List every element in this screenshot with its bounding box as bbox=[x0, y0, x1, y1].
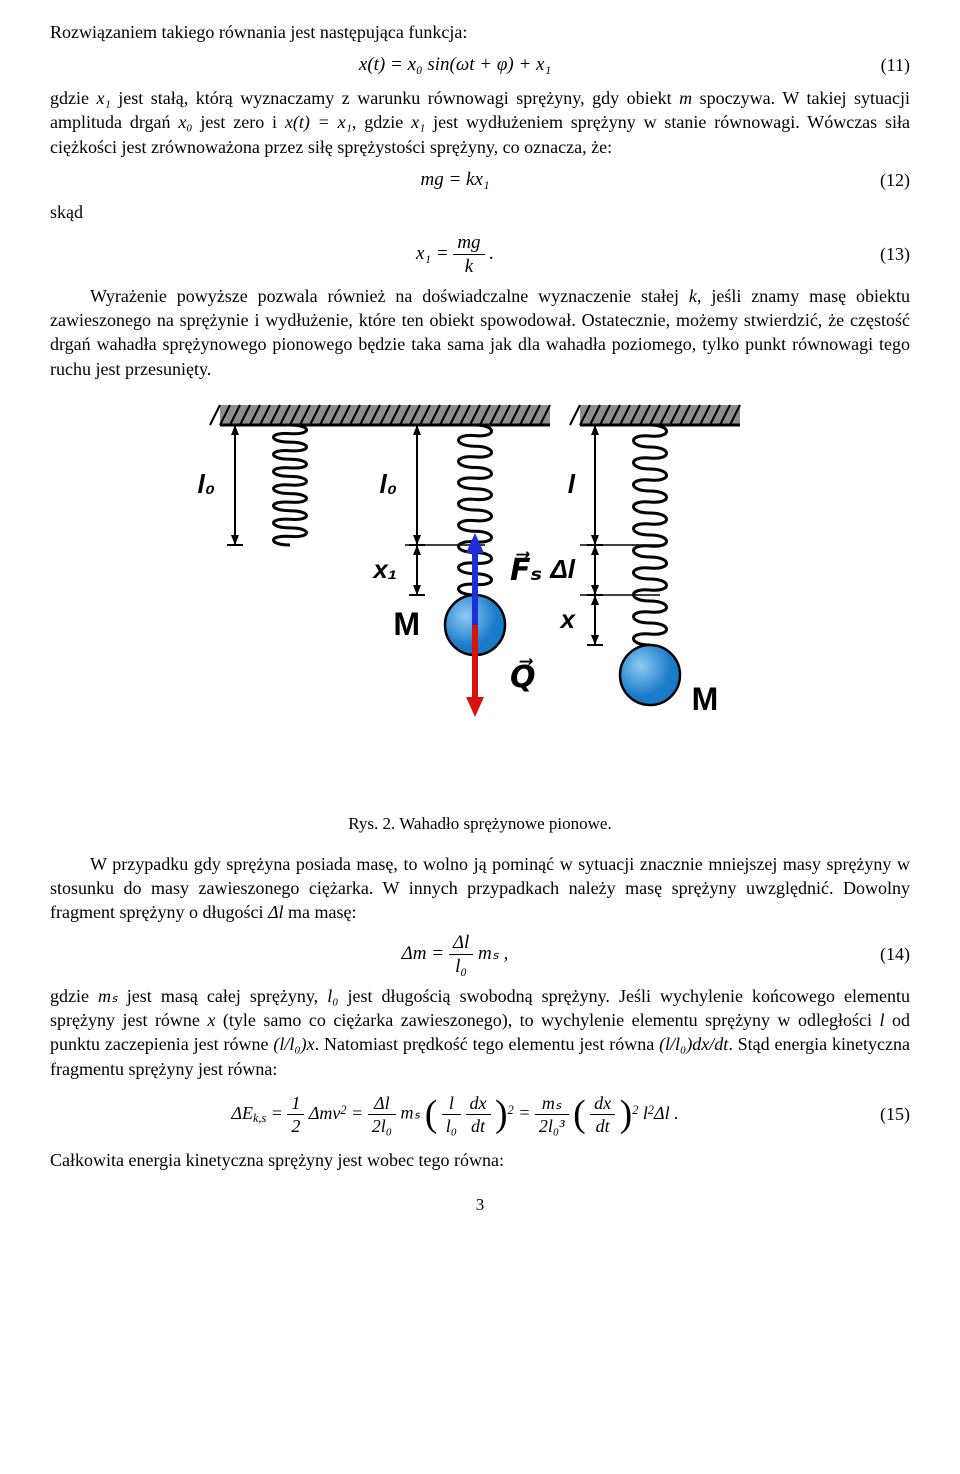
svg-text:M: M bbox=[393, 606, 420, 642]
equation-13: x₁ = mg k . (13) bbox=[50, 233, 910, 276]
text: ma masę: bbox=[284, 902, 357, 922]
var-x1: x₁ bbox=[97, 88, 111, 108]
text: W przypadku gdy sprężyna posiada masę, t… bbox=[50, 854, 910, 923]
var-x0: x₀ bbox=[178, 112, 192, 132]
eq13-frac: mg k bbox=[453, 233, 484, 276]
eq-inline: x(t) = x₁ bbox=[285, 112, 352, 132]
para-5: gdzie mₛ jest masą całej sprężyny, l₀ je… bbox=[50, 984, 910, 1081]
text: , gdzie bbox=[352, 112, 411, 132]
text: (tyle samo co ciężarka zawieszonego), to… bbox=[215, 1010, 879, 1030]
var-ll0x: (l/l₀)x bbox=[273, 1034, 314, 1054]
svg-text:x₁: x₁ bbox=[371, 554, 397, 584]
eq13-formula: x₁ = mg k . bbox=[50, 233, 860, 276]
figure-svg: l₀ l₀ x₁ M F⃗ₛ Q⃗ l Δl x M bbox=[180, 399, 780, 799]
svg-text:l₀: l₀ bbox=[198, 469, 215, 499]
var-dl: Δl bbox=[268, 902, 284, 922]
svg-text:x: x bbox=[559, 604, 577, 634]
para-4: W przypadku gdy sprężyna posiada masę, t… bbox=[50, 852, 910, 925]
svg-text:M: M bbox=[692, 681, 719, 717]
svg-text:l₀: l₀ bbox=[380, 469, 397, 499]
text: jest masą całej sprężyny, bbox=[118, 986, 327, 1006]
var-ms: mₛ bbox=[98, 986, 118, 1006]
eq12-number: (12) bbox=[860, 168, 910, 192]
equation-11: x(t) = x₀ sin(ωt + φ) + x₁ (11) bbox=[50, 52, 910, 78]
var-ll0dxdt: (l/l₀)dx/dt bbox=[659, 1034, 728, 1054]
text: Wyrażenie powyższe pozwala również na do… bbox=[90, 286, 689, 306]
para-6: Całkowita energia kinetyczna sprężyny je… bbox=[50, 1148, 910, 1172]
equation-12: mg = kx₁ (12) bbox=[50, 167, 910, 193]
para-2: gdzie x₁ jest stałą, którą wyznaczamy z … bbox=[50, 86, 910, 159]
equation-15: ΔEk,s = 12 Δmv2 = Δl2l₀ mₛ ( ll₀ dxdt )2… bbox=[50, 1089, 910, 1140]
text: jest zero i bbox=[193, 112, 285, 132]
eq14-den: l₀ bbox=[449, 955, 473, 976]
eq14-frac: Δl l₀ bbox=[449, 933, 473, 976]
eq13-den: k bbox=[453, 255, 484, 276]
para-skad: skąd bbox=[50, 200, 910, 224]
figure-caption: Rys. 2. Wahadło sprężynowe pionowe. bbox=[50, 813, 910, 836]
svg-text:Δl: Δl bbox=[549, 554, 575, 584]
para-intro: Rozwiązaniem takiego równania jest nastę… bbox=[50, 20, 910, 44]
svg-text:Q⃗: Q⃗ bbox=[510, 658, 536, 693]
svg-text:l: l bbox=[568, 469, 576, 499]
text: jest stałą, którą wyznaczamy z warunku r… bbox=[111, 88, 679, 108]
eq11-number: (11) bbox=[860, 53, 910, 77]
eq14-ms: mₛ , bbox=[473, 943, 508, 964]
var-l0: l₀ bbox=[327, 986, 338, 1006]
eq14-formula: Δm = Δl l₀ mₛ , bbox=[50, 933, 860, 976]
para-3: Wyrażenie powyższe pozwala również na do… bbox=[50, 284, 910, 381]
var-x1b: x₁ bbox=[411, 112, 425, 132]
eq15-number: (15) bbox=[860, 1102, 910, 1126]
svg-text:F⃗ₛ: F⃗ₛ bbox=[510, 551, 542, 586]
text: gdzie bbox=[50, 88, 97, 108]
var-m: m bbox=[679, 88, 692, 108]
figure-2: l₀ l₀ x₁ M F⃗ₛ Q⃗ l Δl x M bbox=[50, 399, 910, 799]
equation-14: Δm = Δl l₀ mₛ , (14) bbox=[50, 933, 910, 976]
eq13-number: (13) bbox=[860, 242, 910, 266]
eq15-formula: ΔEk,s = 12 Δmv2 = Δl2l₀ mₛ ( ll₀ dxdt )2… bbox=[50, 1089, 860, 1140]
text: . Natomiast prędkość tego elementu jest … bbox=[315, 1034, 659, 1054]
eq13-period: . bbox=[485, 243, 495, 264]
page-number: 3 bbox=[50, 1194, 910, 1217]
eq14-lhs: Δm = bbox=[402, 943, 449, 964]
eq12-formula: mg = kx₁ bbox=[50, 167, 860, 193]
eq14-num: Δl bbox=[449, 933, 473, 955]
eq13-num: mg bbox=[453, 233, 484, 255]
eq11-formula: x(t) = x₀ sin(ωt + φ) + x₁ bbox=[50, 52, 860, 78]
text: gdzie bbox=[50, 986, 98, 1006]
eq13-lhs: x₁ = bbox=[416, 243, 453, 264]
eq14-number: (14) bbox=[860, 942, 910, 966]
var-k: k bbox=[689, 286, 697, 306]
